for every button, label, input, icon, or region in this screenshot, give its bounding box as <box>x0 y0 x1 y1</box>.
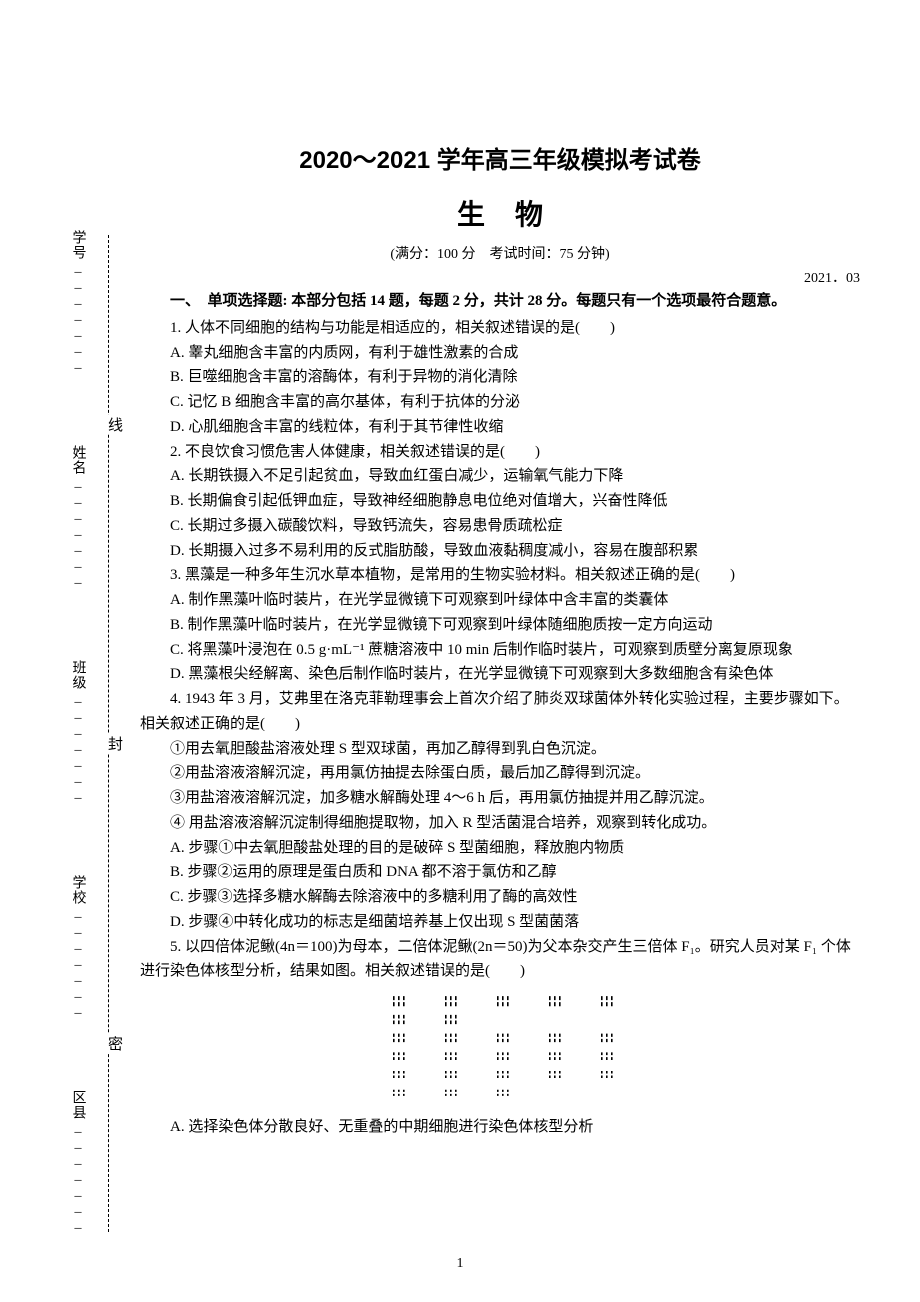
q3-option-d: D. 黑藻根尖经解离、染色后制作临时装片，在光学显微镜下可观察到大多数细胞含有染… <box>140 662 860 687</box>
binding-area: 区县_______ 学校_______ 班级_______ 姓名_______ … <box>50 235 125 1232</box>
exam-info: (满分：100 分 考试时间：75 分钟) <box>140 243 860 263</box>
q1-option-d: D. 心肌细胞含丰富的线粒体，有利于其节律性收缩 <box>140 415 860 440</box>
q3-option-b: B. 制作黑藻叶临时装片，在光学显微镜下可观察到叶绿体随细胞质按一定方向运动 <box>140 613 860 638</box>
q3-option-a: A. 制作黑藻叶临时装片，在光学显微镜下可观察到叶绿体中含丰富的类囊体 <box>140 588 860 613</box>
q4-stem: 4. 1943 年 3 月，艾弗里在洛克菲勒理事会上首次介绍了肺炎双球菌体外转化… <box>140 687 860 737</box>
question-3: 3. 黑藻是一种多年生沉水草本植物，是常用的生物实验材料。相关叙述正确的是( )… <box>140 563 860 687</box>
q5-option-a: A. 选择染色体分散良好、无重叠的中期细胞进行染色体核型分析 <box>140 1115 860 1140</box>
q5-stem: 5. 以四倍体泥鳅(4n＝100)为母本，二倍体泥鳅(2n＝50)为父本杂交产生… <box>140 935 860 985</box>
field-number: 学号_______ <box>68 230 88 372</box>
question-4: 4. 1943 年 3 月，艾弗里在洛克菲勒理事会上首次介绍了肺炎双球菌体外转化… <box>140 687 860 935</box>
exam-subject: 生物 <box>140 193 860 233</box>
exam-page: 区县_______ 学校_______ 班级_______ 姓名_______ … <box>0 0 920 1302</box>
binding-word-xian: 线 <box>104 415 125 434</box>
q1-option-c: C. 记忆 B 细胞含丰富的高尔基体，有利于抗体的分泌 <box>140 390 860 415</box>
q2-option-d: D. 长期摄入过多不易利用的反式脂肪酸，导致血液黏稠度减小，容易在腹部积累 <box>140 539 860 564</box>
binding-dashed-line <box>108 235 109 1232</box>
section1-heading: 一、 单项选择题: 本部分包括 14 题，每题 2 分，共计 28 分。每题只有… <box>140 289 860 314</box>
q4-option-c: C. 步骤③选择多糖水解酶去除溶液中的多糖利用了酶的高效性 <box>140 885 860 910</box>
q4-option-b: B. 步骤②运用的原理是蛋白质和 DNA 都不溶于氯仿和乙醇 <box>140 860 860 885</box>
q1-stem: 1. 人体不同细胞的结构与功能是相适应的，相关叙述错误的是( ) <box>140 316 860 341</box>
q2-option-c: C. 长期过多摄入碳酸饮料，导致钙流失，容易患骨质疏松症 <box>140 514 860 539</box>
q4-step-4: ④ 用盐溶液溶解沉淀制得细胞提取物，加入 R 型活菌混合培养，观察到转化成功。 <box>140 811 860 836</box>
field-name: 姓名_______ <box>68 445 88 587</box>
q1-option-b: B. 巨噬细胞含丰富的溶酶体，有利于异物的消化清除 <box>140 365 860 390</box>
field-class: 班级_______ <box>68 660 88 802</box>
q2-stem: 2. 不良饮食习惯危害人体健康，相关叙述错误的是( ) <box>140 440 860 465</box>
q4-option-d: D. 步骤④中转化成功的标志是细菌培养基上仅出现 S 型菌菌落 <box>140 910 860 935</box>
binding-word-feng: 封 <box>104 734 125 753</box>
question-2: 2. 不良饮食习惯危害人体健康，相关叙述错误的是( ) A. 长期铁摄入不足引起… <box>140 440 860 564</box>
q3-stem: 3. 黑藻是一种多年生沉水草本植物，是常用的生物实验材料。相关叙述正确的是( ) <box>140 563 860 588</box>
q2-option-a: A. 长期铁摄入不足引起贫血，导致血红蛋白减少，运输氧气能力下降 <box>140 464 860 489</box>
field-district: 区县_______ <box>68 1090 88 1232</box>
q4-step-3: ③用盐溶液溶解沉淀，加多糖水解酶处理 4～6 h 后，再用氯仿抽提并用乙醇沉淀。 <box>140 786 860 811</box>
exam-title: 2020～2021 学年高三年级模拟考试卷 <box>140 140 860 175</box>
binding-word-mi: 密 <box>104 1034 125 1053</box>
content-area: 2020～2021 学年高三年级模拟考试卷 生物 (满分：100 分 考试时间：… <box>140 140 860 1200</box>
page-number: 1 <box>0 1256 920 1272</box>
binding-words: 密 封 线 <box>104 235 122 1232</box>
q5-karyotype-figure <box>140 992 860 1111</box>
q3-option-c: C. 将黑藻叶浸泡在 0.5 g·mL⁻¹ 蔗糖溶液中 10 min 后制作临时… <box>140 638 860 663</box>
q4-option-a: A. 步骤①中去氧胆酸盐处理的目的是破碎 S 型菌细胞，释放胞内物质 <box>140 836 860 861</box>
q1-option-a: A. 睾丸细胞含丰富的内质网，有利于雄性激素的合成 <box>140 341 860 366</box>
question-5: 5. 以四倍体泥鳅(4n＝100)为母本，二倍体泥鳅(2n＝50)为父本杂交产生… <box>140 935 860 1140</box>
binding-fields: 区县_______ 学校_______ 班级_______ 姓名_______ … <box>50 230 105 1232</box>
q4-step-2: ②用盐溶液溶解沉淀，再用氯仿抽提去除蛋白质，最后加乙醇得到沉淀。 <box>140 761 860 786</box>
exam-date: 2021．03 <box>140 267 860 287</box>
question-1: 1. 人体不同细胞的结构与功能是相适应的，相关叙述错误的是( ) A. 睾丸细胞… <box>140 316 860 440</box>
q4-step-1: ①用去氧胆酸盐溶液处理 S 型双球菌，再加乙醇得到乳白色沉淀。 <box>140 737 860 762</box>
field-school: 学校_______ <box>68 875 88 1017</box>
q2-option-b: B. 长期偏食引起低钾血症，导致神经细胞静息电位绝对值增大，兴奋性降低 <box>140 489 860 514</box>
karyotype-svg <box>370 992 630 1102</box>
